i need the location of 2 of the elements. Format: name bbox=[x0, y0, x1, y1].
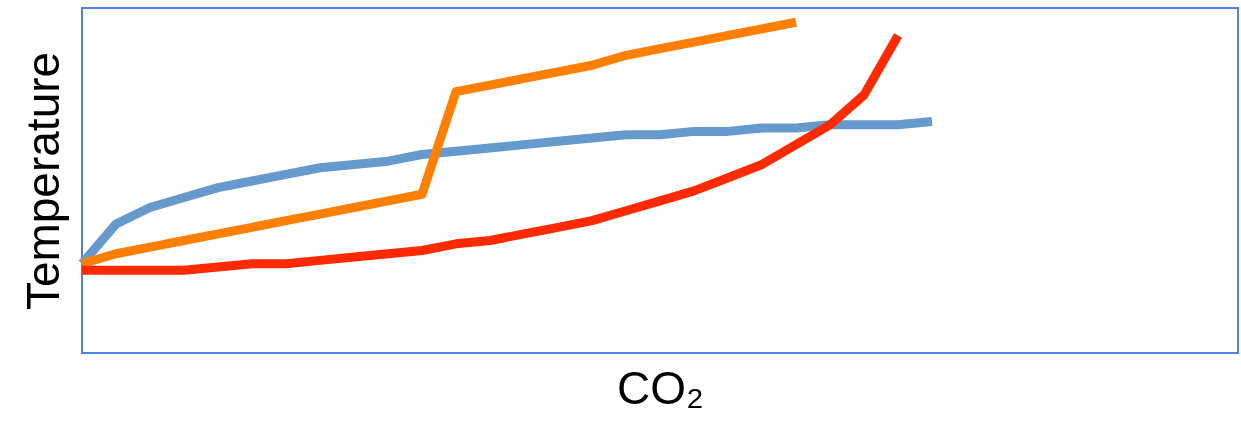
y-axis-title: Temperature bbox=[16, 51, 69, 311]
x-axis-title: CO₂ bbox=[617, 361, 704, 414]
